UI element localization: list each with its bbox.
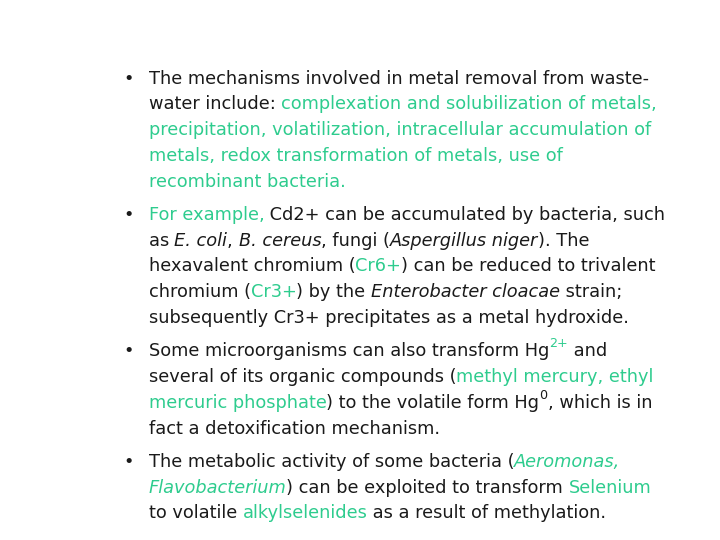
Text: metals, redox transformation of metals, use of: metals, redox transformation of metals, … [148, 147, 562, 165]
Text: hexavalent chromium (: hexavalent chromium ( [148, 258, 355, 275]
Text: as: as [148, 232, 174, 249]
Text: Aeromonas,: Aeromonas, [514, 453, 621, 471]
Text: The mechanisms involved in metal removal from waste-: The mechanisms involved in metal removal… [148, 70, 649, 87]
Text: fact a detoxification mechanism.: fact a detoxification mechanism. [148, 420, 440, 437]
Text: water include:: water include: [148, 95, 281, 113]
Text: recombinant bacteria.: recombinant bacteria. [148, 173, 346, 191]
Text: chromium (: chromium ( [148, 284, 251, 301]
Text: Enterobacter cloacae: Enterobacter cloacae [372, 284, 560, 301]
Text: ) to the volatile form Hg: ) to the volatile form Hg [326, 394, 539, 412]
Text: Selenium: Selenium [569, 478, 652, 497]
Text: to volatile: to volatile [148, 504, 243, 522]
Text: as a result of methylation.: as a result of methylation. [367, 504, 606, 522]
Text: Flavobacterium: Flavobacterium [148, 478, 287, 497]
Text: ) by the: ) by the [297, 284, 372, 301]
Text: , which is in: , which is in [548, 394, 652, 412]
Text: alkylselenides: alkylselenides [243, 504, 367, 522]
Text: methyl mercury, ethyl: methyl mercury, ethyl [456, 368, 654, 386]
Text: For example,: For example, [148, 206, 264, 224]
Text: complexation and solubilization of metals,: complexation and solubilization of metal… [281, 95, 657, 113]
Text: Cr6+: Cr6+ [355, 258, 401, 275]
Text: •: • [124, 342, 134, 360]
Text: Cd2+ can be accumulated by bacteria, such: Cd2+ can be accumulated by bacteria, suc… [264, 206, 665, 224]
Text: 2+: 2+ [549, 338, 567, 350]
Text: 0: 0 [539, 389, 548, 402]
Text: ). The: ). The [539, 232, 590, 249]
Text: E. coli: E. coli [174, 232, 228, 249]
Text: and: and [567, 342, 607, 360]
Text: Aspergillus niger: Aspergillus niger [390, 232, 539, 249]
Text: subsequently Cr3+ precipitates as a metal hydroxide.: subsequently Cr3+ precipitates as a meta… [148, 309, 629, 327]
Text: several of its organic compounds (: several of its organic compounds ( [148, 368, 456, 386]
Text: mercuric phosphate: mercuric phosphate [148, 394, 326, 412]
Text: ) can be exploited to transform: ) can be exploited to transform [287, 478, 569, 497]
Text: precipitation, volatilization, intracellular accumulation of: precipitation, volatilization, intracell… [148, 121, 651, 139]
Text: •: • [124, 206, 134, 224]
Text: ) can be reduced to trivalent: ) can be reduced to trivalent [401, 258, 656, 275]
Text: The metabolic activity of some bacteria (: The metabolic activity of some bacteria … [148, 453, 514, 471]
Text: •: • [124, 453, 134, 471]
Text: , fungi (: , fungi ( [321, 232, 390, 249]
Text: strain;: strain; [560, 284, 623, 301]
Text: •: • [124, 70, 134, 87]
Text: Cr3+: Cr3+ [251, 284, 297, 301]
Text: Some microorganisms can also transform Hg: Some microorganisms can also transform H… [148, 342, 549, 360]
Text: B. cereus: B. cereus [239, 232, 321, 249]
Text: ,: , [228, 232, 239, 249]
